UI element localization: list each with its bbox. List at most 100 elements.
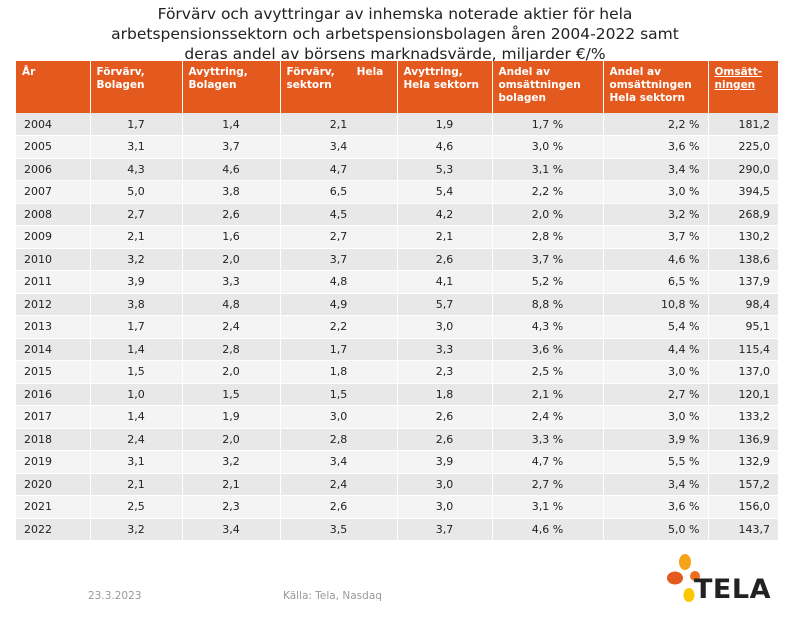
cell-avyttring-bolagen: 4,8 xyxy=(182,293,281,316)
cell-year: 2013 xyxy=(16,315,91,339)
table-body: 2004 1,7 1,4 2,1 1,9 1,7 % 2,2 % 181,2 2005 3,1 3,… xyxy=(16,113,778,541)
cell-andel-hela-sektorn: 3,4 % xyxy=(603,158,709,181)
cell-avyttring-hela-sektorn: 3,3 xyxy=(397,338,493,361)
cell-year: 2004 xyxy=(16,113,91,136)
cell-year: 2018 xyxy=(16,428,91,451)
cell-avyttring-bolagen: 2,3 xyxy=(182,495,281,519)
cell-andel-hela-sektorn: 3,7 % xyxy=(603,225,709,249)
cell-year: 2022 xyxy=(16,518,91,541)
cell-avyttring-hela-sektorn: 3,0 xyxy=(397,473,493,496)
cell-andel-hela-sektorn: 6,5 % xyxy=(603,270,709,294)
cell-omsattningen: 137,0 xyxy=(708,360,778,384)
table-row: 2017 1,4 1,9 3,0 2,6 2,4 % 3,0 % 133,2 xyxy=(16,405,778,429)
cell-avyttring-hela-sektorn: 2,3 xyxy=(397,360,493,384)
cell-andel-hela-sektorn: 10,8 % xyxy=(603,293,709,316)
cell-forvarv-bolagen: 4,3 xyxy=(90,158,183,181)
cell-year: 2021 xyxy=(16,495,91,519)
table-row: 2019 3,1 3,2 3,4 3,9 4,7 % 5,5 % 132,9 xyxy=(16,450,778,474)
cell-forvarv-hela-sektorn: 4,5 xyxy=(280,203,398,226)
table-row: 2016 1,0 1,5 1,5 1,8 2,1 % 2,7 % 120,1 xyxy=(16,383,778,406)
cell-avyttring-hela-sektorn: 1,8 xyxy=(397,383,493,406)
cell-omsattningen: 157,2 xyxy=(708,473,778,496)
cell-avyttring-hela-sektorn: 2,6 xyxy=(397,428,493,451)
cell-forvarv-bolagen: 2,4 xyxy=(90,428,183,451)
cell-omsattningen: 225,0 xyxy=(708,135,778,159)
cell-omsattningen: 130,2 xyxy=(708,225,778,249)
logo-petal-top xyxy=(679,554,691,570)
cell-avyttring-bolagen: 2,6 xyxy=(182,203,281,226)
cell-year: 2006 xyxy=(16,158,91,181)
cell-avyttring-hela-sektorn: 5,7 xyxy=(397,293,493,316)
cell-avyttring-hela-sektorn: 4,2 xyxy=(397,203,493,226)
title-line-3: deras andel av börsens marknadsvärde, mi… xyxy=(184,45,606,63)
cell-omsattningen: 132,9 xyxy=(708,450,778,474)
cell-andel-hela-sektorn: 3,4 % xyxy=(603,473,709,496)
cell-andel-bolagen: 3,0 % xyxy=(492,135,604,159)
cell-forvarv-hela-sektorn: 2,8 xyxy=(280,428,398,451)
cell-year: 2007 xyxy=(16,180,91,204)
cell-forvarv-bolagen: 3,2 xyxy=(90,248,183,271)
cell-year: 2009 xyxy=(16,225,91,249)
table-row: 2006 4,3 4,6 4,7 5,3 3,1 % 3,4 % 290,0 xyxy=(16,158,778,181)
header-omsattningen: Omsätt-ningen xyxy=(708,61,778,113)
cell-andel-hela-sektorn: 3,6 % xyxy=(603,135,709,159)
header-avyttring-bolagen: Avyttring, Bolagen xyxy=(182,61,281,113)
cell-forvarv-bolagen: 3,1 xyxy=(90,135,183,159)
cell-forvarv-bolagen: 3,2 xyxy=(90,518,183,541)
title-line-1: Förvärv och avyttringar av inhemska note… xyxy=(157,5,633,23)
cell-forvarv-bolagen: 1,7 xyxy=(90,113,183,136)
cell-andel-bolagen: 3,1 % xyxy=(492,495,604,519)
cell-andel-bolagen: 2,8 % xyxy=(492,225,604,249)
cell-andel-hela-sektorn: 3,9 % xyxy=(603,428,709,451)
cell-forvarv-hela-sektorn: 1,8 xyxy=(280,360,398,384)
table-row: 2008 2,7 2,6 4,5 4,2 2,0 % 3,2 % 268,9 xyxy=(16,203,778,226)
cell-andel-hela-sektorn: 3,0 % xyxy=(603,405,709,429)
cell-omsattningen: 136,9 xyxy=(708,428,778,451)
cell-forvarv-hela-sektorn: 3,4 xyxy=(280,450,398,474)
cell-avyttring-hela-sektorn: 5,3 xyxy=(397,158,493,181)
logo-petal-right xyxy=(690,571,700,581)
cell-year: 2020 xyxy=(16,473,91,496)
table-row: 2021 2,5 2,3 2,6 3,0 3,1 % 3,6 % 156,0 xyxy=(16,495,778,519)
cell-year: 2014 xyxy=(16,338,91,361)
cell-year: 2017 xyxy=(16,405,91,429)
cell-avyttring-bolagen: 2,8 xyxy=(182,338,281,361)
cell-forvarv-bolagen: 3,1 xyxy=(90,450,183,474)
table-row: 2012 3,8 4,8 4,9 5,7 8,8 % 10,8 % 98,4 xyxy=(16,293,778,316)
cell-andel-bolagen: 8,8 % xyxy=(492,293,604,316)
cell-forvarv-bolagen: 5,0 xyxy=(90,180,183,204)
cell-andel-hela-sektorn: 2,2 % xyxy=(603,113,709,136)
header-andel-hela-sektorn: Andel av omsättningen Hela sektorn xyxy=(603,61,709,113)
page-title: Förvärv och avyttringar av inhemska note… xyxy=(20,4,770,64)
table-row: 2005 3,1 3,7 3,4 4,6 3,0 % 3,6 % 225,0 xyxy=(16,135,778,159)
table-row: 2010 3,2 2,0 3,7 2,6 3,7 % 4,6 % 138,6 xyxy=(16,248,778,271)
table-row: 2015 1,5 2,0 1,8 2,3 2,5 % 3,0 % 137,0 xyxy=(16,360,778,384)
cell-forvarv-hela-sektorn: 3,5 xyxy=(280,518,398,541)
cell-avyttring-hela-sektorn: 2,6 xyxy=(397,405,493,429)
header-year: År xyxy=(16,61,91,113)
cell-omsattningen: 181,2 xyxy=(708,113,778,136)
cell-omsattningen: 268,9 xyxy=(708,203,778,226)
cell-andel-hela-sektorn: 5,4 % xyxy=(603,315,709,339)
table-row: 2009 2,1 1,6 2,7 2,1 2,8 % 3,7 % 130,2 xyxy=(16,225,778,249)
cell-forvarv-bolagen: 1,4 xyxy=(90,405,183,429)
cell-forvarv-hela-sektorn: 1,7 xyxy=(280,338,398,361)
cell-avyttring-hela-sektorn: 3,0 xyxy=(397,495,493,519)
cell-avyttring-hela-sektorn: 1,9 xyxy=(397,113,493,136)
table-row: 2020 2,1 2,1 2,4 3,0 2,7 % 3,4 % 157,2 xyxy=(16,473,778,496)
cell-avyttring-hela-sektorn: 5,4 xyxy=(397,180,493,204)
cell-year: 2012 xyxy=(16,293,91,316)
cell-year: 2019 xyxy=(16,450,91,474)
cell-forvarv-hela-sektorn: 4,9 xyxy=(280,293,398,316)
cell-forvarv-hela-sektorn: 3,4 xyxy=(280,135,398,159)
cell-avyttring-bolagen: 2,0 xyxy=(182,428,281,451)
cell-forvarv-hela-sektorn: 3,7 xyxy=(280,248,398,271)
cell-avyttring-hela-sektorn: 4,1 xyxy=(397,270,493,294)
cell-forvarv-bolagen: 1,5 xyxy=(90,360,183,384)
cell-year: 2015 xyxy=(16,360,91,384)
tela-logo-text: TELA xyxy=(694,574,771,605)
cell-avyttring-hela-sektorn: 3,9 xyxy=(397,450,493,474)
cell-andel-bolagen: 5,2 % xyxy=(492,270,604,294)
cell-forvarv-hela-sektorn: 6,5 xyxy=(280,180,398,204)
cell-omsattningen: 115,4 xyxy=(708,338,778,361)
